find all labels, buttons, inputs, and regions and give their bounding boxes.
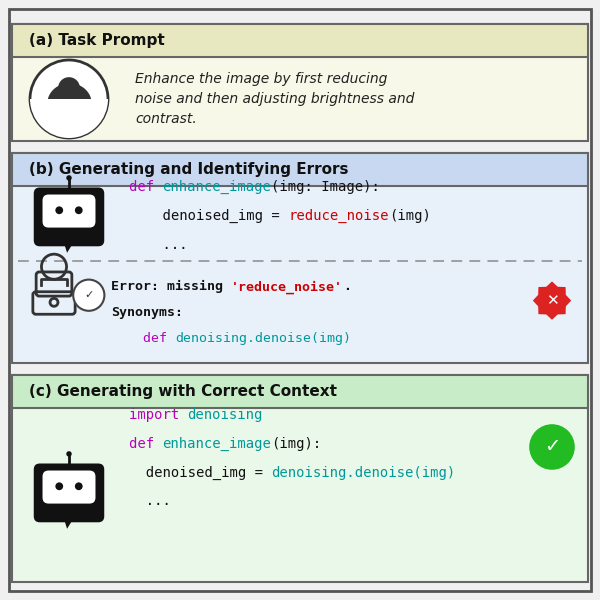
Text: (b) Generating and Identifying Errors: (b) Generating and Identifying Errors [29, 162, 348, 176]
Circle shape [55, 206, 63, 214]
Text: (img): (img) [389, 209, 431, 223]
Circle shape [529, 424, 575, 470]
FancyBboxPatch shape [12, 24, 588, 57]
Text: (a) Task Prompt: (a) Task Prompt [29, 32, 164, 48]
Polygon shape [63, 516, 75, 529]
Text: ✓: ✓ [544, 437, 560, 457]
Circle shape [30, 60, 108, 138]
Polygon shape [533, 281, 571, 320]
Text: denoising.denoise(img): denoising.denoise(img) [271, 466, 455, 479]
Text: enhance_image: enhance_image [163, 180, 271, 194]
Text: denoising: denoising [188, 408, 263, 422]
Text: (img: Image):: (img: Image): [271, 180, 380, 194]
FancyBboxPatch shape [12, 375, 588, 408]
Text: import: import [129, 408, 188, 422]
Circle shape [66, 175, 72, 181]
Text: ...: ... [129, 238, 188, 251]
Text: denoised_img =: denoised_img = [129, 209, 288, 223]
Polygon shape [63, 240, 75, 253]
Circle shape [66, 451, 72, 457]
Text: ✓: ✓ [84, 290, 94, 300]
Text: .: . [343, 280, 351, 293]
FancyBboxPatch shape [34, 463, 104, 522]
FancyBboxPatch shape [12, 153, 588, 186]
Circle shape [75, 482, 83, 490]
Circle shape [73, 280, 104, 311]
Text: def: def [129, 180, 163, 194]
Text: denoising.denoise(img): denoising.denoise(img) [175, 332, 351, 345]
Text: (img):: (img): [271, 437, 322, 451]
Polygon shape [47, 103, 91, 123]
Text: ✕: ✕ [545, 293, 559, 308]
FancyBboxPatch shape [43, 470, 95, 503]
Circle shape [55, 482, 63, 490]
Wedge shape [30, 99, 108, 138]
Text: Synonyms:: Synonyms: [111, 306, 183, 319]
FancyBboxPatch shape [12, 153, 588, 363]
Circle shape [75, 206, 83, 214]
Text: def: def [111, 332, 175, 345]
FancyBboxPatch shape [43, 194, 95, 227]
FancyBboxPatch shape [12, 375, 588, 582]
Text: enhance_image: enhance_image [163, 437, 271, 451]
Text: denoised_img =: denoised_img = [129, 466, 271, 480]
Text: def: def [129, 437, 163, 451]
Text: ...: ... [129, 494, 171, 508]
Text: reduce_noise: reduce_noise [288, 209, 389, 223]
Circle shape [58, 77, 80, 99]
FancyBboxPatch shape [34, 187, 104, 246]
FancyBboxPatch shape [12, 24, 588, 141]
Text: Enhance the image by first reducing
noise and then adjusting brightness and
cont: Enhance the image by first reducing nois… [135, 72, 415, 126]
Text: 'reduce_noise': 'reduce_noise' [231, 280, 343, 293]
Text: Error: missing: Error: missing [111, 280, 231, 293]
Text: (c) Generating with Correct Context: (c) Generating with Correct Context [29, 384, 337, 398]
